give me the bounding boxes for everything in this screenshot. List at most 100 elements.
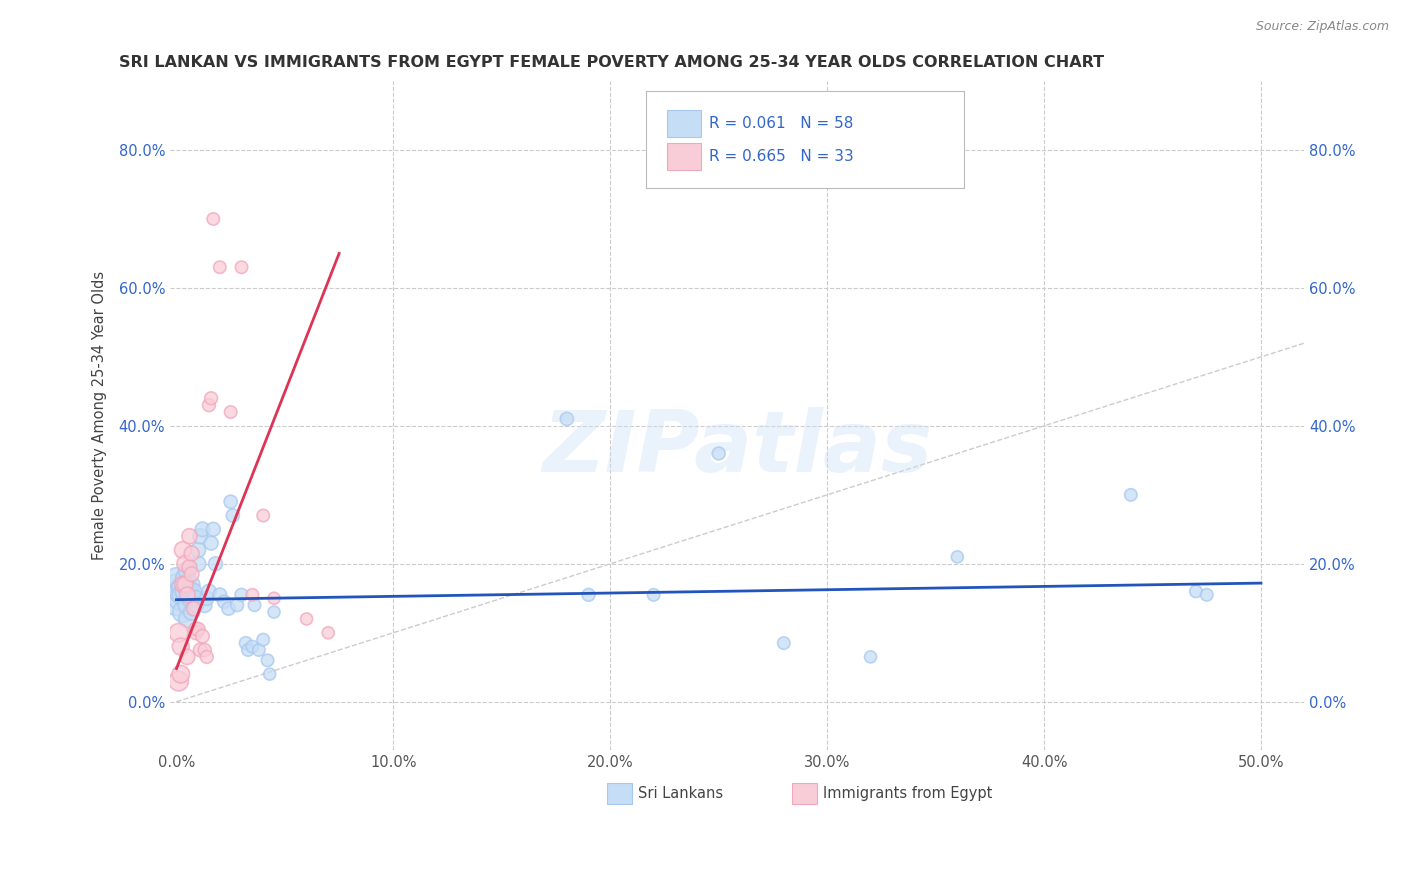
Text: R = 0.061   N = 58: R = 0.061 N = 58 [709, 116, 853, 130]
Point [191, 522, 214, 536]
Point [247, 643, 270, 657]
Point [200, 536, 222, 550]
Point [174, 577, 197, 591]
Point [179, 591, 201, 606]
Point [176, 612, 198, 626]
Text: SRI LANKAN VS IMMIGRANTS FROM EGYPT FEMALE POVERTY AMONG 25-34 YEAR OLDS CORRELA: SRI LANKAN VS IMMIGRANTS FROM EGYPT FEMA… [120, 55, 1104, 70]
Point [174, 577, 197, 591]
Point [252, 632, 274, 647]
Point [184, 598, 207, 612]
Point [316, 625, 339, 640]
Point [243, 598, 266, 612]
Point [170, 667, 193, 681]
Point [263, 591, 285, 606]
Point [231, 588, 253, 602]
Point [174, 571, 197, 585]
Point [198, 584, 221, 599]
Point [179, 560, 201, 574]
Point [167, 577, 190, 591]
Point [212, 595, 235, 609]
Point [188, 529, 211, 543]
Point [180, 577, 202, 591]
Point [240, 640, 263, 654]
Point [176, 564, 198, 578]
Point [179, 584, 201, 599]
Point [226, 598, 249, 612]
FancyBboxPatch shape [792, 783, 817, 805]
Point [183, 591, 205, 606]
Point [208, 588, 231, 602]
Point [259, 667, 281, 681]
FancyBboxPatch shape [666, 110, 700, 136]
Point [172, 605, 194, 619]
Point [195, 591, 218, 606]
Point [1119, 488, 1142, 502]
Point [295, 612, 318, 626]
Point [183, 584, 205, 599]
Point [191, 629, 214, 643]
Point [236, 643, 259, 657]
Point [578, 588, 600, 602]
Point [218, 601, 240, 615]
FancyBboxPatch shape [606, 783, 631, 805]
Point [219, 494, 242, 508]
Point [180, 546, 202, 560]
Point [174, 584, 197, 599]
Point [176, 588, 198, 602]
Point [180, 588, 202, 602]
Text: Sri Lankans: Sri Lankans [638, 786, 724, 801]
Point [187, 543, 209, 558]
Point [179, 529, 201, 543]
Point [183, 601, 205, 615]
Point [170, 584, 193, 599]
Point [263, 605, 285, 619]
Point [231, 260, 253, 275]
Point [235, 636, 257, 650]
Point [1195, 588, 1218, 602]
Point [195, 649, 218, 664]
Point [172, 543, 194, 558]
Point [219, 405, 242, 419]
Text: R = 0.665   N = 33: R = 0.665 N = 33 [709, 149, 853, 164]
Point [859, 649, 882, 664]
Point [172, 588, 194, 602]
Point [187, 557, 209, 571]
Point [202, 522, 225, 536]
Point [1185, 584, 1208, 599]
Y-axis label: Female Poverty Among 25-34 Year Olds: Female Poverty Among 25-34 Year Olds [93, 271, 107, 560]
Point [555, 412, 578, 426]
Point [174, 557, 197, 571]
Point [222, 508, 245, 523]
Point [204, 557, 226, 571]
Point [184, 625, 207, 640]
Point [194, 643, 217, 657]
Point [256, 653, 278, 667]
FancyBboxPatch shape [666, 144, 700, 170]
Text: Immigrants from Egypt: Immigrants from Egypt [824, 786, 993, 801]
Point [240, 588, 263, 602]
Point [707, 446, 730, 460]
Point [184, 623, 207, 637]
Point [187, 623, 209, 637]
Point [946, 549, 969, 564]
Point [198, 398, 221, 412]
Point [170, 640, 193, 654]
Point [188, 643, 211, 657]
Point [200, 391, 222, 405]
Point [167, 673, 190, 688]
Point [176, 649, 198, 664]
Point [202, 211, 225, 226]
Point [176, 598, 198, 612]
Point [170, 591, 193, 606]
Point [772, 636, 794, 650]
Point [252, 508, 274, 523]
Point [643, 588, 665, 602]
Point [194, 598, 217, 612]
Point [172, 581, 194, 595]
Text: Source: ZipAtlas.com: Source: ZipAtlas.com [1256, 20, 1389, 33]
Point [208, 260, 231, 275]
Text: ZIPatlas: ZIPatlas [543, 408, 932, 491]
FancyBboxPatch shape [647, 91, 965, 188]
Point [167, 588, 190, 602]
Point [184, 591, 207, 606]
